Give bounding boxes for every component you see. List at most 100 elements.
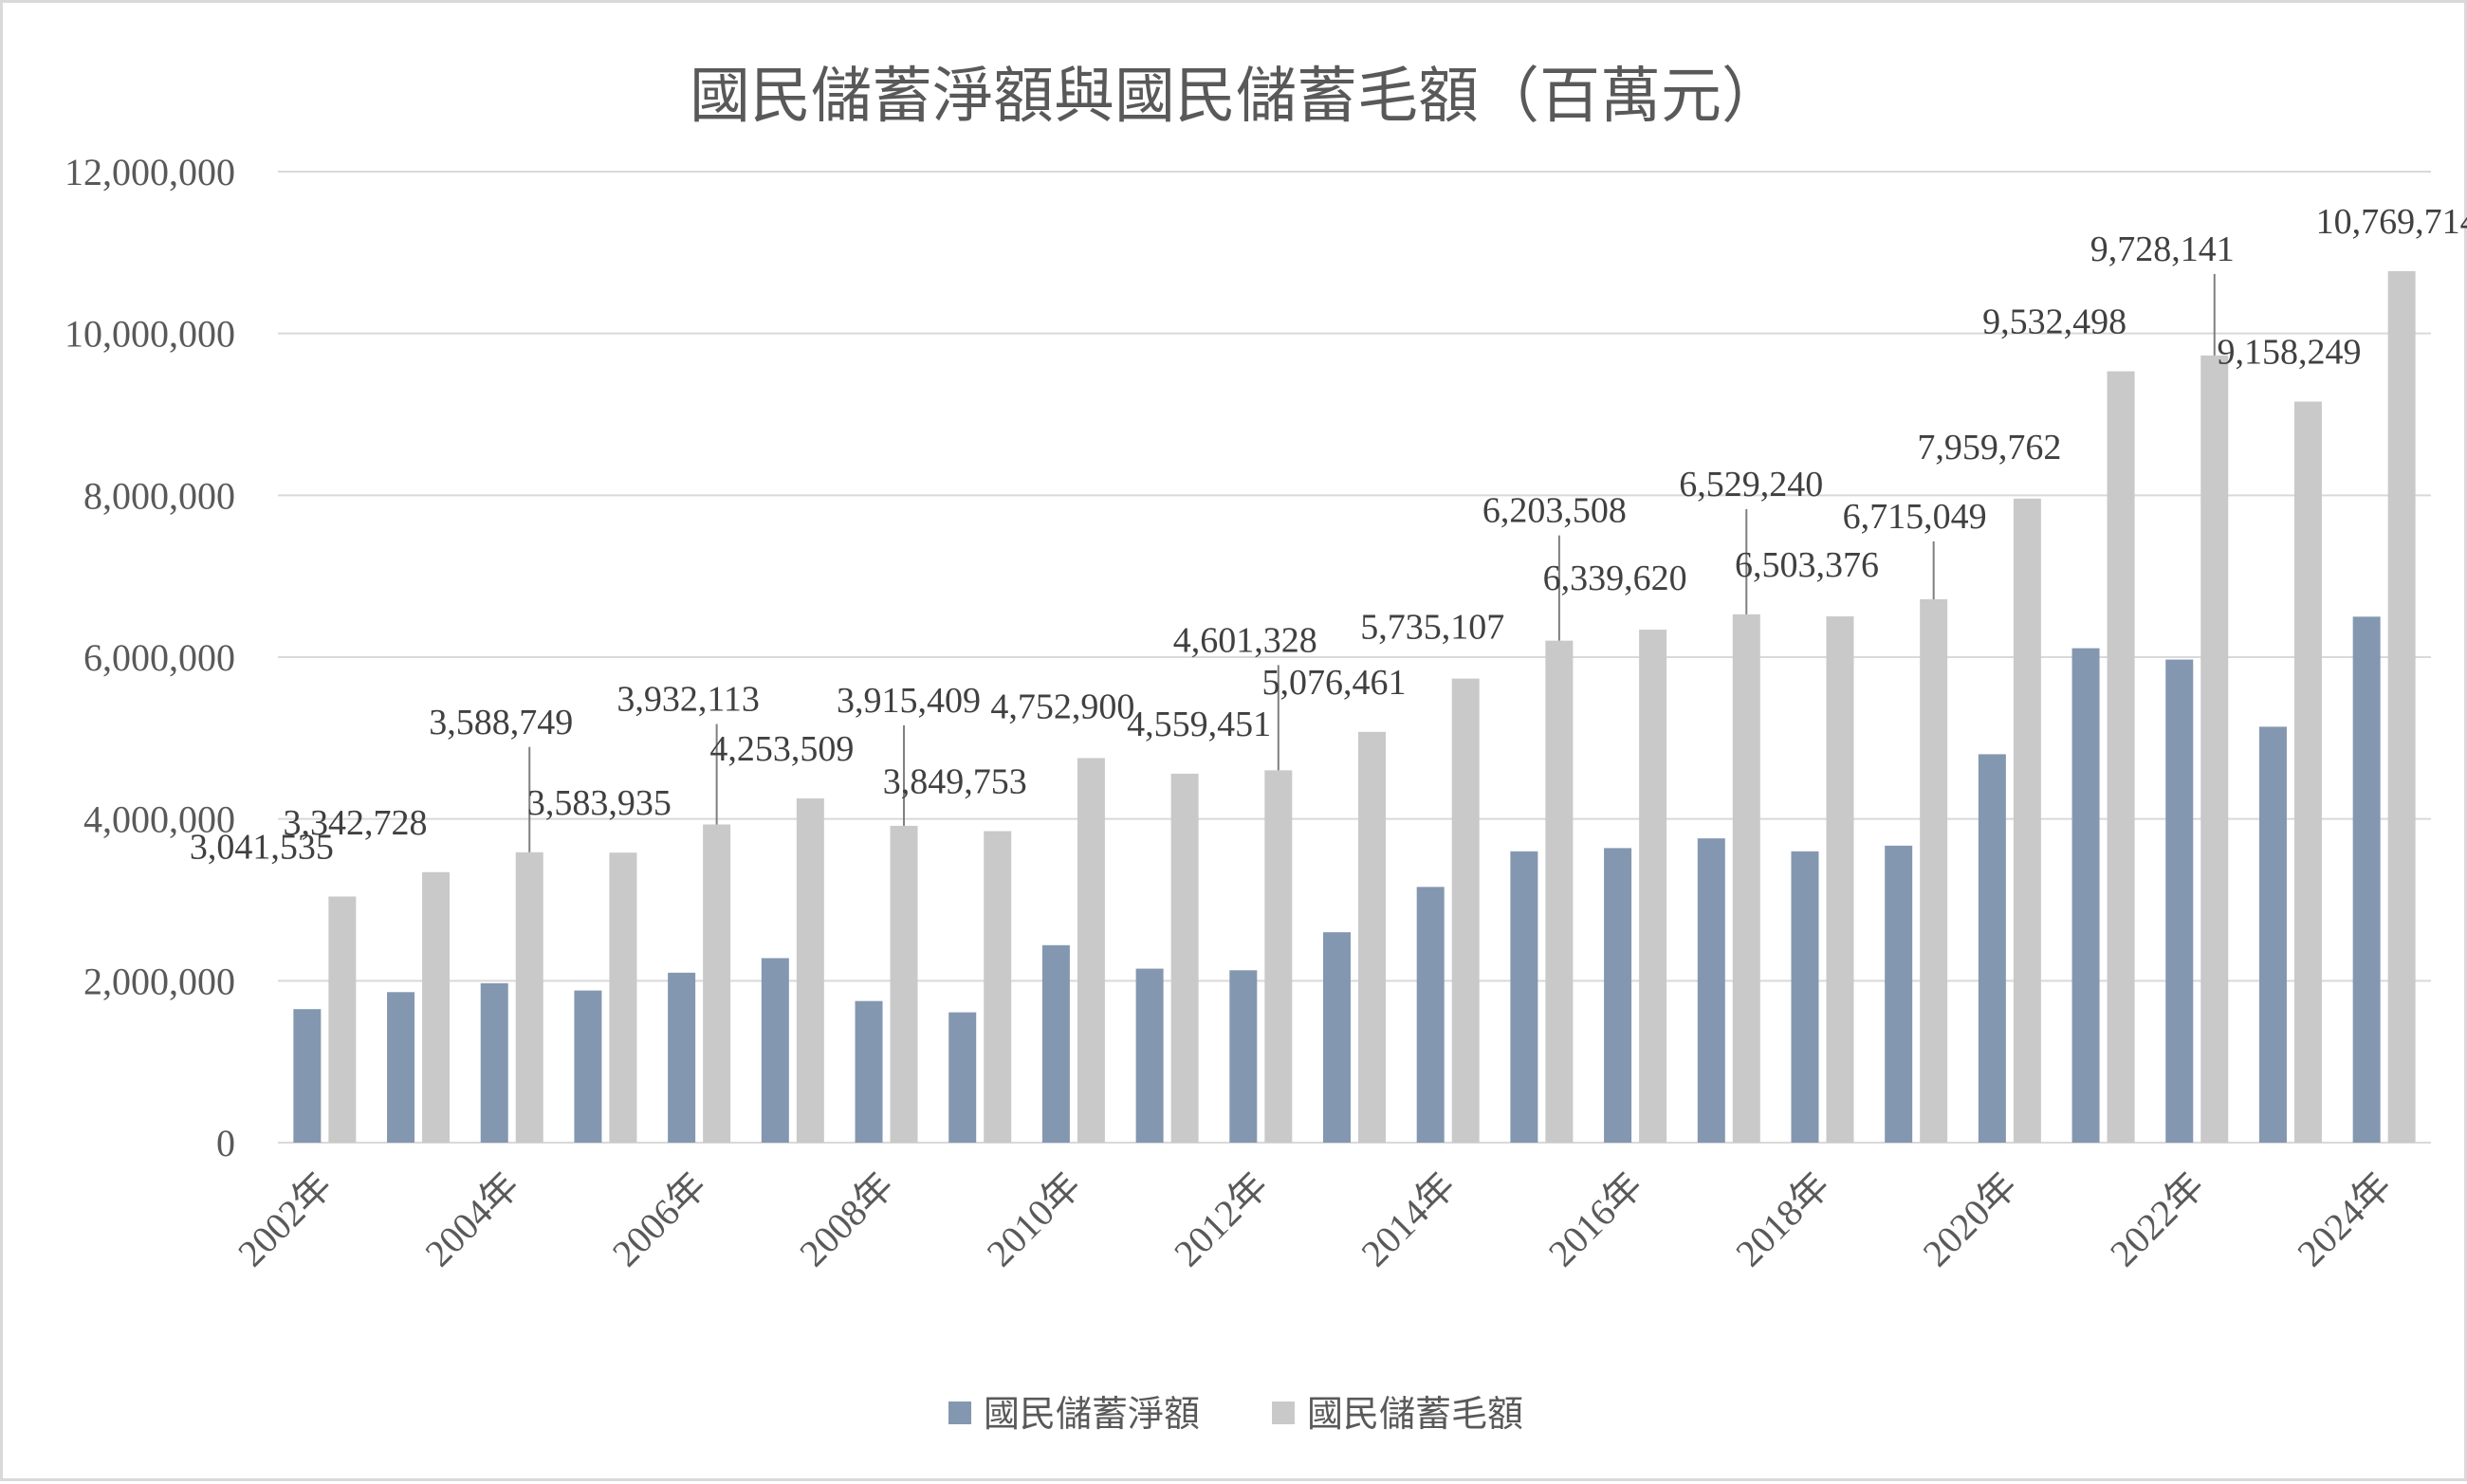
- x-tick-label: 2014年: [1353, 1164, 1464, 1275]
- bar-net-2004年: [480, 982, 508, 1143]
- bar-gross-2018年: [1826, 616, 1854, 1143]
- bar-net-2020年: [1978, 754, 2006, 1143]
- bar-net-2016年: [1604, 848, 1632, 1143]
- bar-gross-2015年: [1545, 640, 1574, 1143]
- legend-label-net: 國民儲蓄淨額: [984, 1393, 1200, 1435]
- data-label: 4,601,328: [1173, 620, 1317, 660]
- bar-net-2024年: [2352, 616, 2381, 1143]
- data-label: 5,735,107: [1360, 608, 1504, 648]
- data-label: 4,752,900: [990, 687, 1134, 726]
- data-label: 3,915,409: [837, 681, 981, 721]
- bar-gross-2023年: [2293, 401, 2322, 1143]
- legend-swatch-gross: [1272, 1402, 1295, 1424]
- x-tick-label: 2024年: [2289, 1164, 2400, 1275]
- bar-net-2003年: [387, 992, 415, 1143]
- bar-net-2007年: [761, 958, 789, 1143]
- bar-net-2008年: [855, 1000, 883, 1143]
- legend-label-gross: 國民儲蓄毛額: [1307, 1393, 1523, 1435]
- bar-gross-2005年: [609, 852, 637, 1143]
- data-label: 9,532,498: [1982, 302, 2126, 342]
- y-tick-label: 2,000,000: [83, 960, 235, 1002]
- x-tick-label: 2020年: [1915, 1164, 2026, 1275]
- y-axis-tick-labels: 0 2,000,000 4,000,000 6,000,000 8,000,000 10,…: [64, 151, 235, 1164]
- bar-net-2011年: [1135, 968, 1164, 1143]
- x-tick-label: 2018年: [1727, 1164, 1838, 1275]
- data-label: 9,728,141: [2090, 229, 2235, 269]
- bar-gross-2019年: [1920, 598, 1948, 1143]
- bar-net-2023年: [2258, 726, 2287, 1143]
- bar-gross-2024年: [2387, 270, 2416, 1144]
- bar-gross-2013年: [1358, 731, 1386, 1143]
- bar-gross-2004年: [515, 852, 543, 1143]
- x-tick-label: 2008年: [791, 1164, 902, 1275]
- bar-gross-2002年: [328, 896, 357, 1143]
- bar-gross-2012年: [1264, 770, 1293, 1143]
- y-tick-label: 6,000,000: [83, 636, 235, 679]
- bar-net-2006年: [668, 972, 696, 1143]
- bar-gross-2017年: [1732, 614, 1760, 1143]
- bars: [293, 270, 2416, 1144]
- bar-net-2017年: [1697, 838, 1725, 1143]
- bar-gross-2008年: [890, 825, 918, 1143]
- bar-net-2009年: [948, 1012, 977, 1143]
- bar-net-2010年: [1041, 944, 1070, 1143]
- bar-gross-2022年: [2200, 355, 2229, 1143]
- y-tick-label: 10,000,000: [64, 313, 235, 356]
- data-label: 10,769,714: [2316, 202, 2467, 242]
- data-label: 6,339,620: [1543, 559, 1687, 598]
- y-tick-label: 0: [216, 1122, 235, 1164]
- x-axis-tick-labels: 2002年 2004年 2006年 2008年 2010年 2012年 2014年 2016年…: [230, 1164, 2400, 1275]
- bar-net-2021年: [2071, 648, 2100, 1143]
- data-label: 4,559,451: [1127, 705, 1271, 744]
- x-tick-label: 2022年: [2102, 1164, 2213, 1275]
- data-label: 3,849,753: [883, 761, 1027, 801]
- bar-gross-2007年: [796, 798, 824, 1143]
- y-tick-label: 4,000,000: [83, 798, 235, 841]
- data-label: 6,715,049: [1843, 497, 1987, 537]
- bar-gross-2016年: [1639, 630, 1667, 1143]
- legend: 國民儲蓄淨額 國民儲蓄毛額: [948, 1393, 1523, 1435]
- x-tick-label: 2006年: [604, 1164, 715, 1275]
- data-label: 3,588,749: [429, 703, 573, 742]
- data-label: 3,932,113: [617, 679, 760, 719]
- bar-net-2018年: [1791, 851, 1819, 1143]
- label-leader-lines: [528, 273, 2216, 852]
- bar-gross-2014年: [1451, 678, 1480, 1143]
- bar-net-2012年: [1229, 970, 1258, 1143]
- bar-net-2015年: [1510, 851, 1538, 1143]
- bar-gross-2021年: [2107, 371, 2135, 1143]
- bar-chart: 國民儲蓄淨額與國民儲蓄毛額（百萬元） 0 2,000,000 4,000,000 6,…: [64, 62, 2467, 1435]
- data-label: 3,041,535: [190, 827, 334, 867]
- x-tick-label: 2010年: [979, 1164, 1090, 1275]
- bar-net-2019年: [1885, 845, 1913, 1143]
- chart-title: 國民儲蓄淨額與國民儲蓄毛額（百萬元）: [690, 62, 1782, 132]
- bar-net-2005年: [574, 990, 602, 1143]
- data-label: 9,158,249: [2217, 332, 2361, 372]
- x-tick-label: 2004年: [416, 1164, 527, 1275]
- data-label: 6,503,376: [1735, 545, 1879, 585]
- bar-net-2022年: [2165, 659, 2194, 1143]
- legend-swatch-net: [948, 1402, 971, 1424]
- data-label: 3,583,935: [527, 783, 672, 823]
- bar-gross-2010年: [1077, 758, 1105, 1143]
- bar-gross-2020年: [2013, 498, 2041, 1143]
- bar-gross-2009年: [984, 831, 1012, 1143]
- data-label: 5,076,461: [1262, 663, 1407, 703]
- y-tick-label: 8,000,000: [83, 474, 235, 517]
- data-label: 4,253,509: [709, 729, 854, 769]
- bar-net-2002年: [293, 1009, 322, 1143]
- data-label: 6,529,240: [1679, 465, 1823, 504]
- bar-gross-2011年: [1170, 773, 1199, 1143]
- bar-net-2014年: [1416, 887, 1445, 1143]
- data-label: 6,203,508: [1482, 491, 1627, 531]
- x-tick-label: 2002年: [230, 1164, 341, 1275]
- data-label: 7,959,762: [1917, 428, 2061, 467]
- bar-gross-2003年: [422, 871, 451, 1143]
- data-label: 3,342,728: [284, 803, 428, 843]
- y-tick-label: 12,000,000: [64, 151, 235, 193]
- bar-net-2013年: [1323, 932, 1351, 1143]
- x-tick-label: 2016年: [1540, 1164, 1651, 1275]
- x-tick-label: 2012年: [1166, 1164, 1277, 1275]
